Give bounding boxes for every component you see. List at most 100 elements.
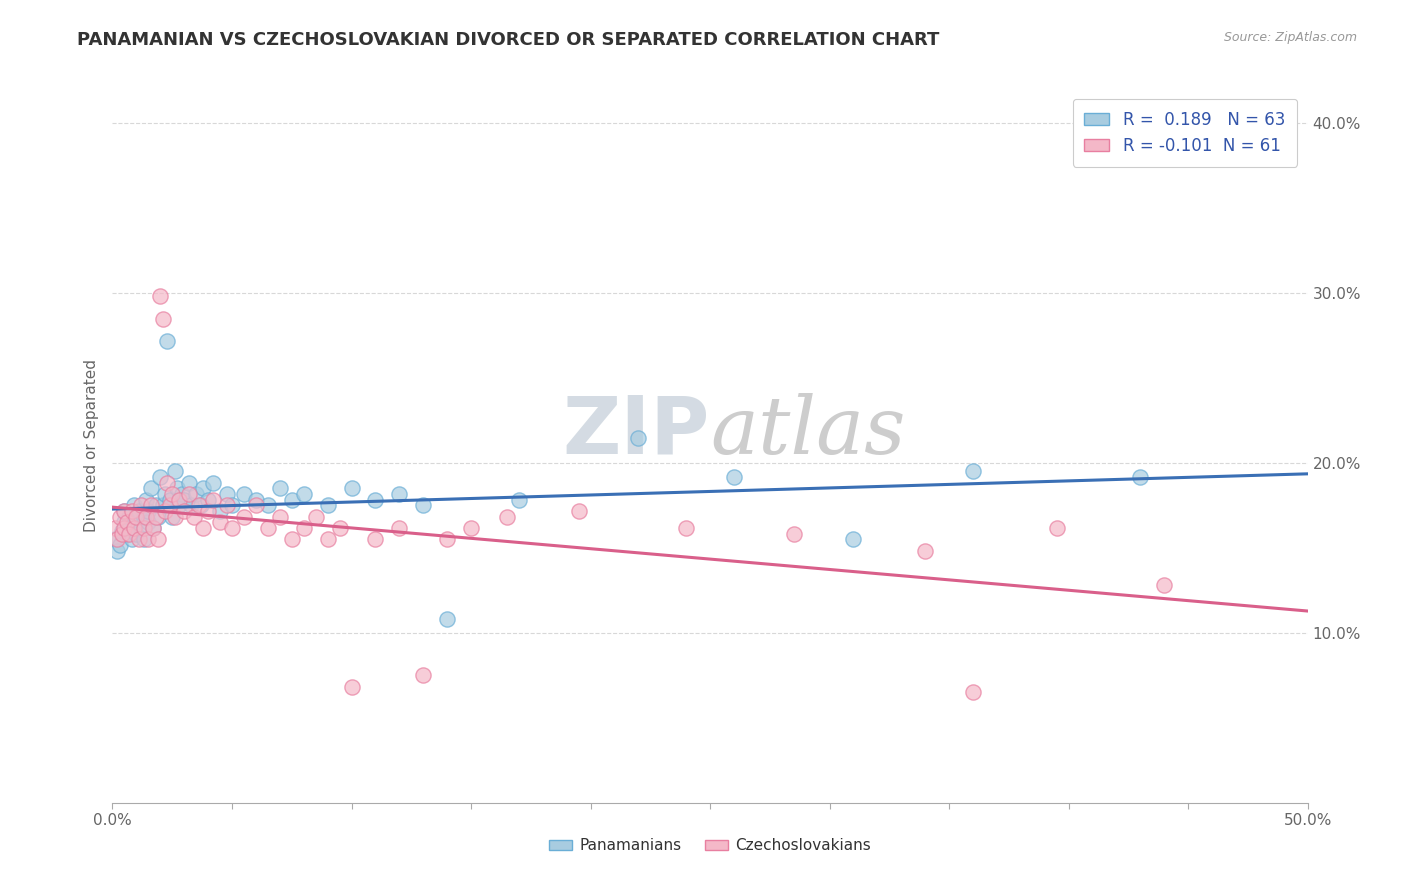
- Point: [166, 482, 188, 496]
- Point: [153, 503, 176, 517]
- Point: [108, 510, 131, 524]
- Point: [108, 537, 131, 551]
- Point: [122, 520, 145, 534]
- Point: [460, 520, 482, 534]
- Point: [190, 499, 212, 513]
- Point: [135, 510, 157, 524]
- Point: [217, 486, 239, 500]
- Point: [316, 533, 339, 547]
- Point: [132, 520, 155, 534]
- Point: [568, 503, 591, 517]
- Point: [146, 533, 169, 547]
- Point: [842, 533, 865, 547]
- Point: [201, 476, 224, 491]
- Point: [138, 503, 160, 517]
- Point: [162, 510, 183, 524]
- Point: [118, 527, 141, 541]
- Point: [197, 493, 219, 508]
- Point: [209, 503, 232, 517]
- Point: [245, 493, 267, 508]
- Point: [412, 499, 434, 513]
- Point: [138, 533, 160, 547]
- Point: [233, 510, 256, 524]
- Point: [135, 493, 157, 508]
- Point: [129, 499, 152, 513]
- Point: [177, 476, 200, 491]
- Point: [114, 503, 135, 517]
- Point: [914, 544, 936, 558]
- Legend: Panamanians, Czechoslovakians: Panamanians, Czechoslovakians: [543, 832, 877, 859]
- Point: [132, 510, 155, 524]
- Point: [281, 533, 304, 547]
- Point: [173, 493, 195, 508]
- Point: [125, 527, 148, 541]
- Point: [169, 493, 191, 508]
- Point: [221, 520, 243, 534]
- Text: Source: ZipAtlas.com: Source: ZipAtlas.com: [1223, 31, 1357, 45]
- Text: ZIP: ZIP: [562, 392, 710, 471]
- Point: [316, 499, 339, 513]
- Point: [149, 469, 172, 483]
- Point: [139, 482, 162, 496]
- Point: [388, 520, 411, 534]
- Point: [128, 503, 150, 517]
- Point: [257, 520, 280, 534]
- Point: [1153, 578, 1175, 592]
- Point: [173, 503, 195, 517]
- Point: [128, 533, 150, 547]
- Point: [186, 486, 208, 500]
- Point: [115, 516, 138, 530]
- Point: [269, 510, 291, 524]
- Point: [159, 493, 181, 508]
- Point: [142, 520, 165, 534]
- Point: [118, 510, 141, 524]
- Point: [122, 499, 145, 513]
- Point: [177, 486, 200, 500]
- Point: [962, 465, 984, 479]
- Point: [163, 510, 186, 524]
- Point: [281, 493, 304, 508]
- Point: [292, 520, 315, 534]
- Point: [132, 533, 155, 547]
- Point: [305, 510, 328, 524]
- Text: PANAMANIAN VS CZECHOSLOVAKIAN DIVORCED OR SEPARATED CORRELATION CHART: PANAMANIAN VS CZECHOSLOVAKIAN DIVORCED O…: [77, 31, 939, 49]
- Point: [146, 510, 169, 524]
- Point: [269, 482, 291, 496]
- Point: [159, 499, 181, 513]
- Point: [723, 469, 745, 483]
- Point: [104, 533, 127, 547]
- Point: [782, 527, 804, 541]
- Point: [156, 476, 179, 491]
- Point: [163, 465, 186, 479]
- Point: [152, 499, 174, 513]
- Point: [105, 533, 128, 547]
- Point: [156, 334, 179, 348]
- Point: [364, 533, 387, 547]
- Point: [340, 482, 363, 496]
- Y-axis label: Divorced or Separated: Divorced or Separated: [83, 359, 98, 533]
- Point: [1046, 520, 1069, 534]
- Point: [197, 503, 219, 517]
- Point: [364, 493, 387, 508]
- Point: [139, 499, 162, 513]
- Point: [111, 527, 134, 541]
- Point: [145, 499, 167, 513]
- Point: [142, 520, 165, 534]
- Point: [121, 533, 143, 547]
- Point: [115, 527, 138, 541]
- Point: [412, 668, 434, 682]
- Point: [162, 486, 183, 500]
- Point: [627, 430, 650, 444]
- Point: [1129, 469, 1152, 483]
- Point: [125, 510, 148, 524]
- Point: [129, 520, 152, 534]
- Point: [233, 486, 256, 500]
- Point: [436, 533, 458, 547]
- Point: [201, 493, 224, 508]
- Point: [149, 289, 172, 303]
- Point: [193, 520, 215, 534]
- Point: [180, 499, 202, 513]
- Point: [257, 499, 280, 513]
- Point: [340, 680, 363, 694]
- Point: [217, 499, 239, 513]
